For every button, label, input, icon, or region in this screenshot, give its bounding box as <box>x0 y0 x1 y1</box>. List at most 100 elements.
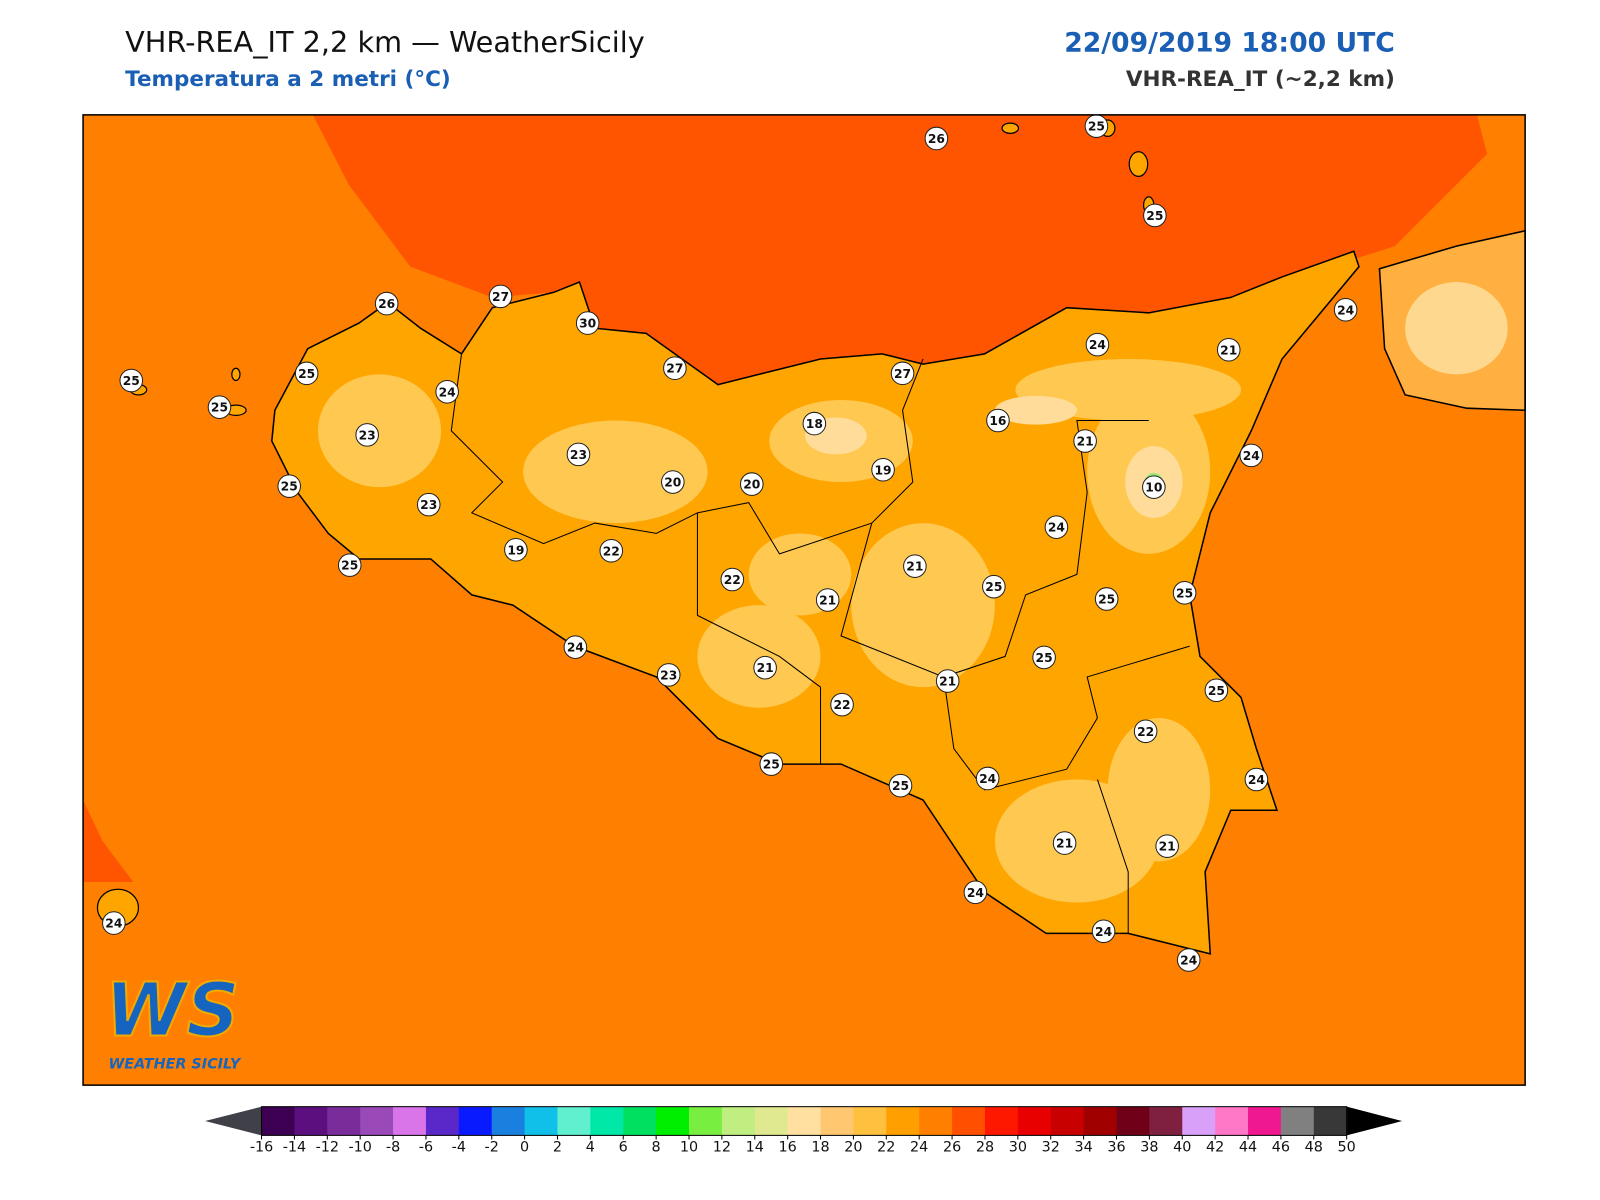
colorbar-swatch <box>656 1106 690 1136</box>
colorbar-swatch <box>261 1106 295 1136</box>
station-value: 23 <box>570 448 587 462</box>
station-value: 22 <box>1137 725 1154 739</box>
station-value: 25 <box>985 580 1002 594</box>
colorbar-tick-label: -6 <box>419 1140 433 1156</box>
station-marker <box>739 472 764 496</box>
station-value: 23 <box>359 428 376 442</box>
station-marker <box>1073 429 1097 453</box>
colorbar-swatch <box>360 1106 394 1136</box>
colorbar-swatch <box>886 1106 920 1136</box>
station-marker <box>1216 337 1241 362</box>
colorbar-tick-label: 50 <box>1338 1140 1356 1156</box>
colorbar-swatch <box>1017 1106 1052 1136</box>
station-value: 19 <box>875 463 892 477</box>
station-value: 23 <box>420 498 437 512</box>
station-value: 24 <box>1248 773 1265 787</box>
station-marker <box>1142 475 1166 499</box>
station-marker <box>963 880 988 905</box>
colorbar-tick-label: 14 <box>746 1140 764 1156</box>
station-value: 26 <box>378 297 395 311</box>
warm-zone <box>312 114 1488 385</box>
colorbar-swatch <box>689 1106 723 1136</box>
station-value: 24 <box>1048 521 1065 535</box>
station-marker <box>119 368 144 393</box>
colorbar-tick-label: -8 <box>386 1140 400 1156</box>
station-value: 25 <box>298 367 315 381</box>
station-marker <box>504 537 528 562</box>
station-value: 19 <box>507 543 524 557</box>
datetime: 22/09/2019 18:00 UTC <box>1064 28 1395 59</box>
colorbar-swatch <box>623 1106 657 1136</box>
station-marker <box>1155 834 1179 858</box>
station-value: 18 <box>806 417 823 431</box>
colorbar-frame <box>261 1106 1348 1136</box>
colorbar-tick-label: 4 <box>586 1140 595 1156</box>
station-value: 27 <box>666 362 683 376</box>
colorbar-swatch <box>820 1106 854 1136</box>
station-value: 22 <box>603 544 620 558</box>
station-value: 24 <box>1180 954 1197 968</box>
colorbar-swatch <box>327 1106 361 1136</box>
station-marker <box>1333 297 1358 322</box>
warm-zone <box>83 800 134 883</box>
station-marker <box>207 395 232 419</box>
colorbar-swatch <box>853 1106 887 1136</box>
station-value: 30 <box>579 317 596 331</box>
colorbar-tick-label: 38 <box>1140 1140 1158 1156</box>
station-marker <box>1172 581 1197 605</box>
station-marker <box>1044 515 1069 539</box>
colorbar-tick-label: 24 <box>910 1140 928 1156</box>
colorbar-swatch <box>1083 1106 1118 1136</box>
station-value: 25 <box>123 374 140 388</box>
station-marker <box>1176 948 1201 972</box>
station-value: 20 <box>664 476 681 490</box>
colorbar-swatch <box>1050 1106 1085 1136</box>
station-value: 21 <box>1159 840 1176 854</box>
station-marker <box>1052 831 1077 855</box>
colorbar-swatch <box>491 1106 526 1136</box>
colorbar-swatch <box>754 1106 789 1136</box>
colorbar-over <box>1346 1106 1403 1136</box>
colorbar-swatch <box>458 1106 493 1136</box>
colorbar-tick-label: 2 <box>553 1140 562 1156</box>
map-frame <box>82 114 1526 1086</box>
station-marker <box>982 574 1006 599</box>
colorbar-swatch <box>787 1106 822 1136</box>
station-value: 25 <box>1146 209 1163 223</box>
station-marker <box>337 553 362 577</box>
station-marker <box>1244 767 1269 792</box>
colorbar-tick-label: 28 <box>976 1140 994 1156</box>
colorbar-tick-label: 26 <box>943 1140 961 1156</box>
colorbar-tick-label: 36 <box>1107 1140 1125 1156</box>
station-value: 21 <box>1077 435 1094 449</box>
colorbar-swatch <box>1280 1106 1315 1136</box>
colorbar-tick-label: 0 <box>520 1140 529 1156</box>
station-marker <box>374 291 399 316</box>
colorbar-tick-label: -2 <box>485 1140 499 1156</box>
station-marker <box>488 284 513 309</box>
station-marker <box>563 635 588 659</box>
station-marker <box>656 663 681 687</box>
station-marker <box>1204 678 1229 703</box>
title: VHR-REA_IT 2,2 km — WeatherSicily <box>125 25 645 59</box>
colorbar-tick-label: 32 <box>1042 1140 1060 1156</box>
station-value: 24 <box>967 886 984 900</box>
colorbar-swatch <box>393 1106 427 1136</box>
colorbar-swatch <box>984 1106 1019 1136</box>
station-marker <box>815 588 840 612</box>
colorbar-tick-label: 18 <box>811 1140 829 1156</box>
station-marker <box>888 773 913 798</box>
colorbar-tick-label: 40 <box>1173 1140 1191 1156</box>
colorbar-tick-label: -10 <box>348 1140 371 1156</box>
station-marker <box>903 554 927 578</box>
station-value: 23 <box>660 668 677 682</box>
colorbar-swatch <box>721 1106 756 1136</box>
station-value: 25 <box>1176 586 1193 600</box>
station-marker <box>924 126 949 151</box>
colorbar-swatch <box>524 1106 558 1136</box>
station-marker <box>355 423 379 447</box>
station-marker <box>975 766 1000 791</box>
station-marker <box>575 311 600 335</box>
station-value: 21 <box>819 594 836 608</box>
